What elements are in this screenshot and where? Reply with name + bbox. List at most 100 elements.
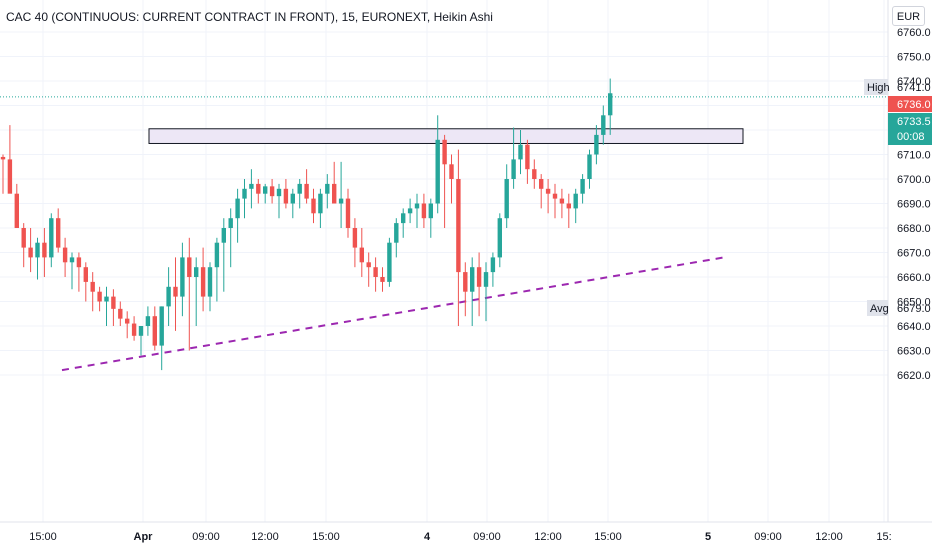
x-tick-label: 15: — [876, 531, 891, 543]
x-tick-label: 12:00 — [534, 531, 562, 543]
candle-body — [601, 115, 606, 135]
candle-body — [42, 242, 47, 258]
candle-body — [566, 203, 571, 209]
candle-body — [407, 208, 413, 214]
candle-body — [138, 326, 144, 336]
candle-body — [0, 156, 6, 160]
high-value: 6741.0 — [897, 82, 931, 94]
candle-body — [118, 308, 123, 319]
x-tick-label: Apr — [134, 531, 154, 543]
candle-body — [325, 183, 330, 194]
x-tick-label: 09:00 — [192, 531, 220, 543]
candle-body — [97, 291, 102, 302]
candle-body — [90, 281, 95, 292]
candle-body — [207, 267, 213, 297]
candle-body — [242, 188, 247, 199]
candle-body — [442, 139, 447, 165]
x-tick-label: 12:00 — [251, 531, 279, 543]
x-tick-label: 09:00 — [754, 531, 782, 543]
avg-value: 6679.0 — [897, 303, 931, 315]
candle-body — [269, 186, 275, 197]
y-tick-label: 6650.0 — [897, 297, 931, 309]
candle-body — [318, 193, 323, 214]
y-tick-label: 6740.0 — [897, 76, 931, 88]
candle-body — [532, 169, 537, 179]
grid — [0, 0, 888, 522]
candle-body — [352, 228, 358, 248]
candle-body — [125, 318, 130, 324]
candle-body — [559, 198, 565, 204]
candle-body — [249, 183, 254, 189]
high-label-box — [864, 79, 888, 95]
candle-body — [7, 159, 13, 194]
y-tick-label: 6640.0 — [897, 321, 931, 333]
candle-body — [76, 257, 82, 268]
candle-body — [456, 179, 461, 273]
price-axis[interactable]: 6760.06750.06740.06730.06720.06710.06700… — [897, 27, 931, 382]
candle-body — [56, 218, 61, 248]
candle-body — [228, 218, 233, 228]
candle-body — [497, 218, 502, 258]
candle-body — [221, 228, 226, 243]
candle-body — [159, 306, 164, 346]
current-price-tag — [888, 113, 932, 145]
y-tick-label: 6700.0 — [897, 174, 931, 186]
candle-body — [545, 188, 551, 194]
close-price-tag — [888, 96, 932, 112]
candle-body — [470, 267, 475, 292]
close-price-value: 6736.0 — [897, 99, 931, 111]
candle-body — [187, 257, 192, 277]
candle-body — [283, 188, 289, 204]
candle-body — [525, 144, 530, 170]
currency-button[interactable]: EUR — [892, 6, 925, 26]
x-tick-label: 4 — [424, 531, 431, 543]
candle-body — [332, 183, 337, 204]
candle-body — [490, 257, 496, 273]
avg-label: Avg — [870, 303, 889, 315]
candle-body — [104, 296, 109, 302]
candle-body — [401, 213, 406, 224]
candle-body — [194, 267, 199, 277]
x-tick-label: 15:00 — [312, 531, 340, 543]
candle-body — [311, 198, 316, 214]
candle-body — [14, 193, 19, 228]
y-tick-label: 6750.0 — [897, 52, 931, 64]
candle-body — [338, 198, 344, 204]
candle-body — [594, 134, 599, 155]
candle-body — [28, 247, 33, 258]
candle-body — [83, 267, 88, 282]
y-tick-label: 6620.0 — [897, 370, 931, 382]
candle-body — [414, 203, 420, 209]
candle-body — [476, 267, 482, 287]
y-tick-label: 6660.0 — [897, 272, 931, 284]
chart-title: CAC 40 (CONTINUOUS: CURRENT CONTRACT IN … — [6, 10, 493, 24]
candle-body — [435, 139, 440, 204]
y-tick-label: 6710.0 — [897, 150, 931, 162]
candle-body — [587, 154, 592, 179]
candle-body — [504, 179, 509, 219]
candle-body — [49, 218, 54, 258]
candle-body — [573, 193, 578, 209]
y-tick-label: 6690.0 — [897, 199, 931, 211]
time-axis[interactable]: 15:00 Apr 09:00 12:00 15:00 4 09:00 12:00 15:00 5… — [29, 531, 891, 543]
candle-body — [380, 277, 385, 282]
candle-body — [21, 228, 26, 248]
candles — [0, 78, 613, 371]
candle-body — [449, 164, 454, 179]
avg-label-box — [867, 300, 888, 316]
candle-body — [373, 267, 378, 277]
candle-body — [35, 242, 40, 258]
candle-body — [276, 188, 282, 197]
candle-body — [180, 257, 185, 297]
trendline — [61, 256, 725, 372]
candle-body — [511, 159, 516, 179]
candle-body — [518, 144, 523, 160]
candle-body — [580, 179, 585, 194]
candle-body — [428, 203, 433, 219]
candle-body — [304, 183, 309, 199]
candle-body — [263, 186, 268, 194]
candle-body — [62, 247, 68, 263]
candle-body — [235, 198, 240, 219]
candle-body — [152, 316, 157, 346]
